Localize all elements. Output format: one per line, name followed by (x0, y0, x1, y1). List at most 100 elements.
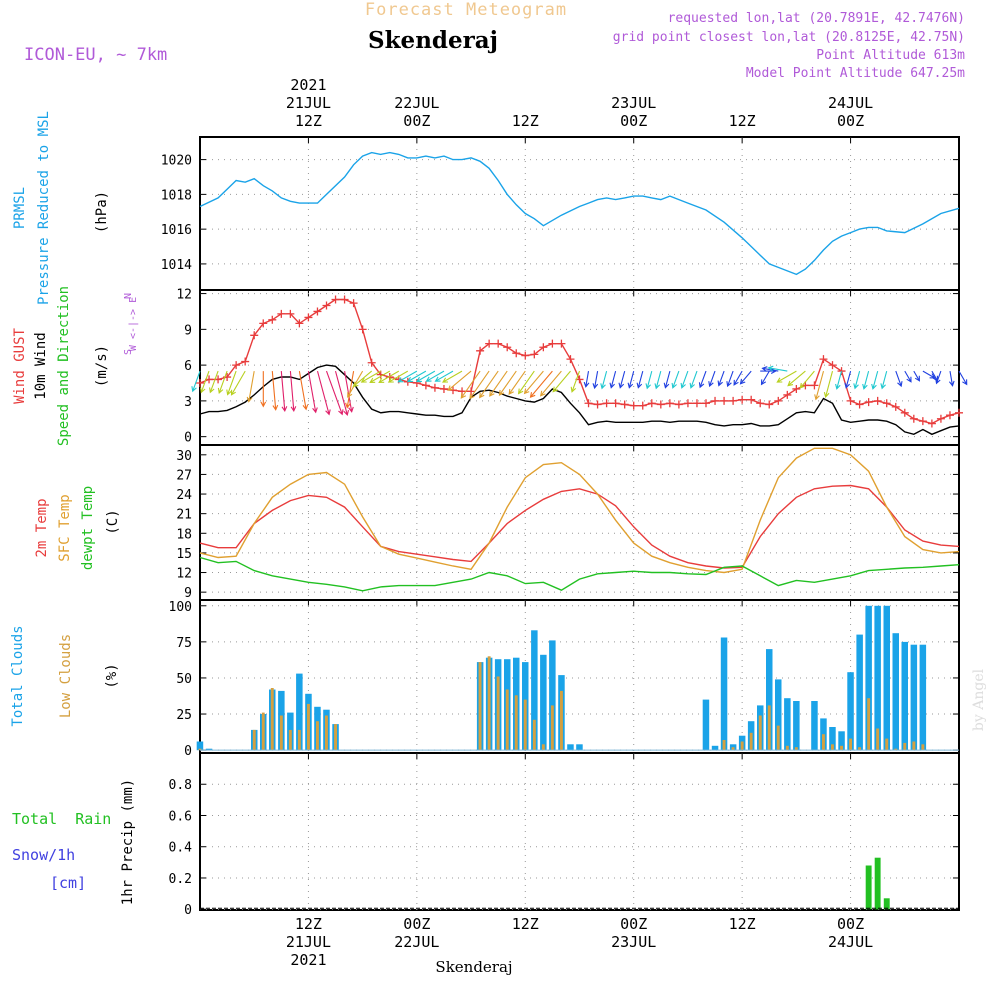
y-tick-label: 30 (176, 449, 192, 464)
wind-direction-arrow (592, 371, 599, 390)
gust-marker (620, 400, 629, 409)
y-tick-label: 0.4 (169, 841, 193, 856)
wind-direction-arrow (479, 370, 499, 399)
bar-low_clouds (822, 734, 825, 751)
gust-marker (783, 390, 792, 399)
bar-total_clouds (576, 744, 583, 751)
gust-marker (837, 367, 846, 376)
wind-direction-arrow (708, 370, 716, 388)
bar-low_clouds (885, 738, 889, 751)
panel-frame (199, 599, 960, 754)
bar-low_clouds (840, 745, 843, 751)
y-tick-label: 12 (176, 288, 192, 303)
bar-total_clouds (901, 641, 908, 751)
bar-low_clouds (758, 715, 762, 751)
time-label-top: 00Z (403, 112, 430, 130)
wind-direction-arrow (508, 370, 526, 395)
bar-low_clouds (731, 747, 735, 751)
gust-marker (503, 343, 512, 352)
wind-direction-arrow (787, 370, 806, 387)
gust-marker (891, 402, 900, 411)
gust-marker (566, 355, 575, 364)
bar-total_clouds (829, 727, 836, 751)
wind-direction-arrow (539, 370, 562, 397)
wind-direction-arrow (733, 370, 743, 386)
y-tick-label: 18 (176, 527, 192, 542)
gust-marker (548, 339, 557, 348)
time-label-bottom: 24JUL (828, 933, 873, 951)
wind-direction-arrow (871, 370, 879, 390)
bar-low_clouds (867, 698, 871, 751)
gust-marker (331, 295, 340, 304)
watermark: by Angel (971, 668, 987, 731)
model-point-altitude: Model Point Altitude 647.25m (746, 66, 965, 81)
bar-total_clouds (892, 633, 899, 751)
wind-direction-arrow (345, 371, 355, 409)
time-label-bottom: 00Z (620, 915, 647, 933)
bar-low_clouds (198, 748, 202, 751)
precipitation-panel: 0 0.2 0.4 0.6 0.8 (169, 752, 960, 918)
gust-marker (295, 319, 304, 328)
wind-direction-arrow (958, 370, 968, 386)
gust-marker (467, 387, 476, 396)
y-tick-label: 9 (184, 586, 192, 601)
wind-direction-arrow (844, 370, 852, 389)
wind-direction-arrow (609, 370, 617, 389)
gust-marker (602, 399, 611, 408)
gust-marker (250, 331, 259, 340)
series-line-dewpoint (199, 556, 960, 592)
wind-direction-arrow (636, 370, 644, 389)
y-tick-label: 25 (176, 708, 192, 723)
series-line-temp2m (199, 484, 960, 569)
time-label-top: 2021 (290, 76, 326, 94)
wind-direction-arrow (853, 370, 861, 390)
gust-marker (476, 346, 485, 355)
bar-total_clouds (540, 654, 547, 751)
bar-total_clouds (549, 640, 556, 751)
wind-direction-arrow (600, 370, 608, 390)
series-line-pressure (199, 151, 960, 276)
gust-marker (421, 381, 430, 390)
gust-marker (738, 395, 747, 404)
y-tick-label: 6 (184, 359, 192, 374)
bar-low_clouds (334, 724, 337, 751)
wind-direction-arrow (298, 371, 309, 411)
gust-marker (241, 357, 250, 366)
bar-low_clouds (767, 705, 771, 751)
wind-direction-arrow (552, 370, 571, 393)
gust-marker (909, 414, 918, 423)
gust-marker (665, 399, 674, 408)
wind-direction-arrow (369, 370, 391, 383)
series-line-wind (199, 364, 960, 436)
clouds-panel: 0 25 50 75 100 (169, 599, 960, 759)
gust-marker (819, 355, 828, 364)
clouds-unit: (%) (104, 663, 120, 688)
wind-direction-arrow (922, 370, 936, 379)
wind-direction-arrow (325, 370, 344, 416)
snow-label: Snow/1h (12, 846, 75, 864)
wind-direction-arrow (469, 370, 490, 400)
time-label-bottom: 2021 (290, 951, 326, 969)
gust-marker (611, 399, 620, 408)
time-label-top: 12Z (729, 112, 756, 130)
wind-direction-arrow (645, 370, 653, 390)
bar-low_clouds (858, 747, 861, 751)
wind-direction-arrow (360, 370, 381, 383)
bar-low_clouds (541, 744, 545, 751)
wind-direction-arrow (289, 371, 297, 413)
low-clouds-label: Low Clouds (58, 634, 74, 718)
wind-direction-arrow (260, 371, 267, 408)
y-tick-label: 0.2 (169, 872, 192, 887)
time-label-top: 23JUL (611, 94, 656, 112)
bar-total_clouds (856, 634, 863, 751)
bar-low_clouds (252, 729, 256, 751)
gust-marker (882, 399, 891, 408)
wind-direction-arrow (904, 370, 912, 383)
bar-low_clouds (487, 656, 491, 751)
gust-marker (268, 315, 277, 324)
bar-total_clouds (729, 744, 737, 751)
y-tick-label: 75 (176, 636, 192, 651)
time-label-top: 24JUL (828, 94, 873, 112)
wind-direction-arrow (835, 370, 843, 390)
pressure-panel: 1014 1016 1018 1020 (161, 136, 960, 291)
